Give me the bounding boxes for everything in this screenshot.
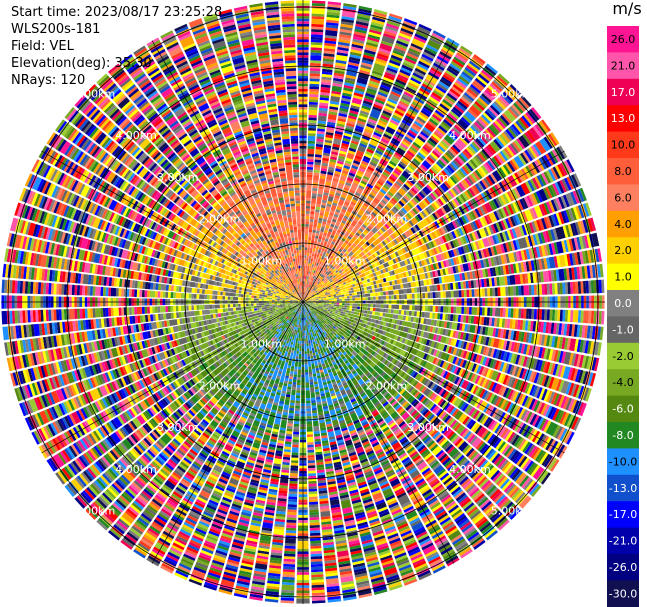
colorbar-tick-label: -26.0 xyxy=(609,561,637,574)
range-ring-label: 2.00km xyxy=(199,379,241,392)
colorbar-tick-label: 13.0 xyxy=(611,112,636,125)
colorbar-block xyxy=(607,237,639,265)
colorbar-tick-label: 26.0 xyxy=(611,33,636,46)
colorbar-block xyxy=(607,369,639,397)
scan-info: Start time: 2023/08/17 23:25:28 WLS200s-… xyxy=(11,4,222,89)
range-ring-label: 3.00km xyxy=(407,171,449,184)
colorbar-block xyxy=(607,184,639,212)
colorbar-blocks: 26.0 21.0 17.0 13.0 10.0 8.0 6.0 4.0 2.0 1.0 0.0 -1… xyxy=(607,26,639,607)
colorbar-tick-label: 17.0 xyxy=(611,86,636,99)
velocity-gate-group xyxy=(11,9,599,586)
range-ring-label: 2.00km xyxy=(199,213,241,226)
colorbar-tick-label: -21.0 xyxy=(609,535,637,548)
azimuth-spoke xyxy=(302,40,455,303)
range-ring-label: 1.00km xyxy=(241,338,283,351)
range-ring-label: 4.00km xyxy=(115,129,157,142)
colorbar-tick-label: -8.0 xyxy=(612,429,633,442)
colorbar-block xyxy=(607,263,639,291)
colorbar-tick-label: -10.0 xyxy=(609,455,637,468)
colorbar-tick-label: 8.0 xyxy=(614,165,632,178)
velocity-gate-group xyxy=(6,8,592,596)
range-ring-label: 5.00km xyxy=(491,87,533,100)
velocity-gate-group xyxy=(6,1,602,601)
colorbar-tick-label: -4.0 xyxy=(612,376,633,389)
colorbar-block xyxy=(607,26,639,53)
azimuth-spoke xyxy=(302,301,565,454)
range-ring-label: 4.00km xyxy=(449,463,491,476)
range-ring-label: 1.00km xyxy=(324,254,366,267)
colorbar: 26.0 21.0 17.0 13.0 10.0 8.0 6.0 4.0 2.0 1.0 0.0 -1… xyxy=(607,26,639,607)
range-ring-label: 5.00km xyxy=(74,87,116,100)
range-ring-label: 5.00km xyxy=(491,505,533,518)
velocity-gate-group xyxy=(14,3,604,591)
colorbar-tick-label: 1.0 xyxy=(614,271,632,284)
azimuth-spoke xyxy=(41,150,304,303)
colorbar-block xyxy=(607,527,639,555)
colorbar-block xyxy=(607,342,639,370)
colorbar-block xyxy=(607,210,639,238)
colorbar-tick-label: 0.0 xyxy=(614,297,632,310)
colorbar-block xyxy=(607,395,639,423)
velocity-gate-group xyxy=(5,0,597,594)
field-label: Field: VEL xyxy=(11,39,74,54)
range-ring-label: 1.00km xyxy=(324,338,366,351)
colorbar-tick-label: -13.0 xyxy=(609,482,637,495)
azimuth-spoke xyxy=(41,301,304,454)
range-ring-label: 5.00km xyxy=(74,505,116,518)
range-ring-label: 2.00km xyxy=(366,213,408,226)
range-grid xyxy=(1,0,605,604)
colorbar-tick-label: -30.0 xyxy=(609,587,637,600)
colorbar-block xyxy=(607,474,639,502)
colorbar-block xyxy=(607,448,639,476)
range-ring-labels: 1.00km 1.00km 1.00km 1.00km 2.00km 2.00km 2.00… xyxy=(74,87,533,517)
range-ring-label: 4.00km xyxy=(449,129,491,142)
colorbar-block xyxy=(607,105,639,133)
colorbar-block xyxy=(607,316,639,344)
elevation-label: Elevation(deg): 35.30 xyxy=(11,56,152,71)
colorbar-block xyxy=(607,554,639,581)
colorbar-block xyxy=(607,78,639,106)
colorbar-block xyxy=(607,422,639,449)
colorbar-tick-label: -1.0 xyxy=(612,323,633,336)
instrument-label: WLS200s-181 xyxy=(11,22,101,37)
velocity-gate-group xyxy=(6,4,605,604)
azimuth-spoke xyxy=(302,150,565,303)
azimuth-spoke xyxy=(151,301,304,564)
nrays-label: NRays: 120 xyxy=(11,73,86,88)
colorbar-block xyxy=(607,290,639,317)
colorbar-tick-label: -2.0 xyxy=(612,350,633,363)
colorbar-tick-label: 4.0 xyxy=(614,218,632,231)
colorbar-tick-label: -6.0 xyxy=(612,403,633,416)
colorbar-block xyxy=(607,131,639,159)
colorbar-tick-label: 6.0 xyxy=(614,191,632,204)
velocity-gate-group xyxy=(11,8,600,596)
azimuth-spoke xyxy=(302,301,455,564)
colorbar-tick-label: -17.0 xyxy=(609,508,637,521)
range-ring-label: 3.00km xyxy=(157,421,199,434)
start-time-label: Start time: 2023/08/17 23:25:28 xyxy=(11,5,223,20)
velocity-cells xyxy=(1,0,605,604)
colorbar-tick-label: 2.0 xyxy=(614,244,632,257)
range-ring-label: 1.00km xyxy=(241,254,283,267)
colorbar-block xyxy=(607,52,639,80)
azimuth-spoke xyxy=(151,40,304,303)
colorbar-block xyxy=(607,580,639,607)
range-ring-label: 3.00km xyxy=(157,171,199,184)
range-ring-label: 2.00km xyxy=(366,379,408,392)
ppi-plot: 1.00km 1.00km 1.00km 1.00km 2.00km 2.00km 2.00… xyxy=(1,0,605,604)
range-ring-label: 4.00km xyxy=(115,463,157,476)
colorbar-unit: m/s xyxy=(612,0,642,18)
range-ring-label: 3.00km xyxy=(407,421,449,434)
velocity-gate-group xyxy=(1,10,602,601)
colorbar-tick-label: 21.0 xyxy=(611,59,636,72)
velocity-gate-group xyxy=(11,3,595,596)
colorbar-block xyxy=(607,158,639,185)
colorbar-tick-label: 10.0 xyxy=(611,139,636,152)
colorbar-block xyxy=(607,501,639,529)
